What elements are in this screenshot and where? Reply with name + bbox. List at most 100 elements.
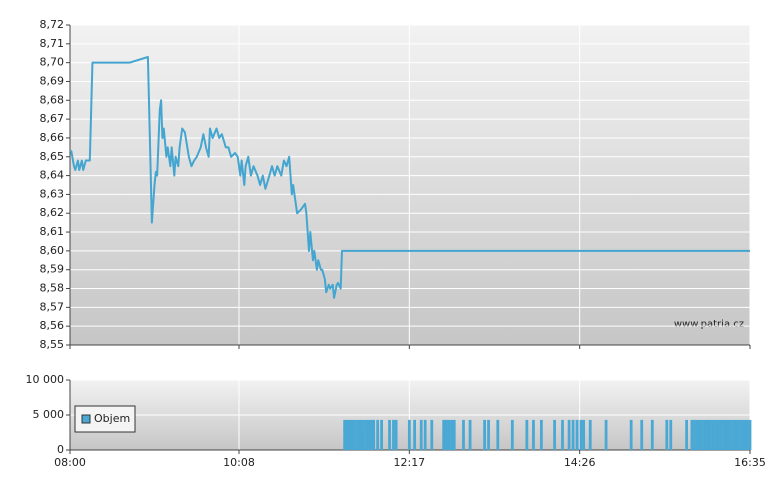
volume-bar — [349, 419, 353, 450]
volume-bar — [462, 419, 465, 450]
y-tick-label: 8,58 — [40, 282, 65, 295]
volume-bar — [719, 419, 723, 450]
volume-bar — [640, 419, 644, 450]
y-tick-label: 8,60 — [40, 244, 65, 257]
volume-bar — [724, 419, 728, 450]
volume-bar — [510, 419, 514, 450]
volume-bar — [483, 419, 487, 450]
volume-bar — [740, 419, 744, 450]
volume-bar — [730, 419, 733, 450]
volume-bar — [376, 419, 380, 450]
volume-bar — [452, 419, 456, 450]
volume-bar — [553, 419, 556, 450]
x-tick-label: 08:00 — [54, 456, 86, 469]
legend-label: Objem — [94, 412, 130, 425]
volume-bar — [690, 419, 694, 450]
volume-bar — [722, 419, 725, 450]
volume-bar — [727, 419, 731, 450]
volume-bar — [407, 419, 411, 450]
volume-bar — [413, 419, 417, 450]
volume-bar — [685, 419, 689, 450]
volume-bar — [380, 419, 384, 450]
y-tick-label: 8,67 — [40, 112, 65, 125]
volume-bar — [450, 419, 453, 450]
y-tick-label: 8,64 — [40, 169, 65, 182]
volume-bar — [355, 419, 358, 450]
volume-bar — [711, 419, 715, 450]
volume-bar — [372, 419, 376, 450]
volume-bar — [419, 419, 423, 450]
volume-bar — [468, 419, 472, 450]
volume-bar — [357, 419, 361, 450]
y-tick-label: 5 000 — [33, 408, 65, 421]
plot-area — [70, 25, 750, 345]
y-tick-label: 8,71 — [40, 37, 65, 50]
volume-bar — [732, 419, 736, 450]
volume-bar — [539, 419, 543, 450]
y-tick-label: 8,72 — [40, 18, 65, 31]
volume-bar — [716, 419, 720, 450]
volume-bar — [571, 419, 575, 450]
volume-bar — [423, 419, 427, 450]
volume-bar — [430, 419, 434, 450]
volume-bar — [665, 419, 669, 450]
volume-bar — [698, 419, 702, 450]
y-tick-label: 8,66 — [40, 131, 65, 144]
volume-bar — [496, 419, 500, 450]
x-tick-label: 14:26 — [564, 456, 596, 469]
volume-bar — [693, 419, 696, 450]
y-tick-label: 8,55 — [40, 338, 65, 351]
volume-bar — [561, 419, 564, 450]
volume-bar — [442, 419, 446, 450]
y-tick-label: 8,57 — [40, 300, 65, 313]
volume-bar — [525, 419, 529, 450]
volume-bar — [360, 419, 364, 450]
volume-bar — [392, 419, 395, 450]
y-tick-label: 8,63 — [40, 187, 65, 200]
volume-bar — [650, 419, 654, 450]
volume-bar — [604, 419, 608, 450]
volume-bar — [347, 419, 351, 450]
volume-bar — [388, 419, 391, 450]
volume-bar — [629, 419, 633, 450]
y-tick-label: 0 — [57, 443, 64, 456]
volume-bar — [487, 419, 490, 450]
watermark: www.patria.cz — [674, 319, 744, 330]
volume-bar — [706, 419, 710, 450]
volume-bar — [743, 419, 747, 450]
volume-bar — [532, 419, 535, 450]
volume-bar — [343, 419, 347, 450]
volume-bar — [579, 419, 583, 450]
volume-bar — [567, 419, 571, 450]
x-tick-label: 16:35 — [734, 456, 766, 469]
y-tick-label: 8,56 — [40, 319, 65, 332]
x-tick-label: 10:08 — [223, 456, 255, 469]
volume-bar — [748, 419, 752, 450]
y-tick-label: 8,61 — [40, 225, 65, 238]
volume-bar — [582, 419, 586, 450]
price-line — [70, 56, 750, 299]
y-tick-label: 8,62 — [40, 206, 65, 219]
x-tick-label: 12:17 — [393, 456, 425, 469]
volume-bar — [708, 419, 712, 450]
volume-bar — [444, 419, 448, 450]
volume-bar — [701, 419, 704, 450]
volume-bar — [703, 419, 707, 450]
volume-bar — [394, 419, 398, 450]
volume-bar — [735, 419, 739, 450]
volume-bar — [365, 419, 369, 450]
volume-bar — [447, 419, 451, 450]
volume-bar — [738, 419, 741, 450]
volume-bar — [352, 419, 356, 450]
volume-bar — [368, 419, 372, 450]
volume-bar — [714, 419, 718, 450]
volume-bar — [695, 419, 699, 450]
y-tick-label: 8,59 — [40, 263, 65, 276]
legend-swatch — [81, 414, 91, 424]
volume-bar — [588, 419, 592, 450]
volume-bar — [363, 419, 366, 450]
y-tick-label: 8,65 — [40, 150, 65, 163]
y-tick-label: 10 000 — [26, 373, 65, 386]
